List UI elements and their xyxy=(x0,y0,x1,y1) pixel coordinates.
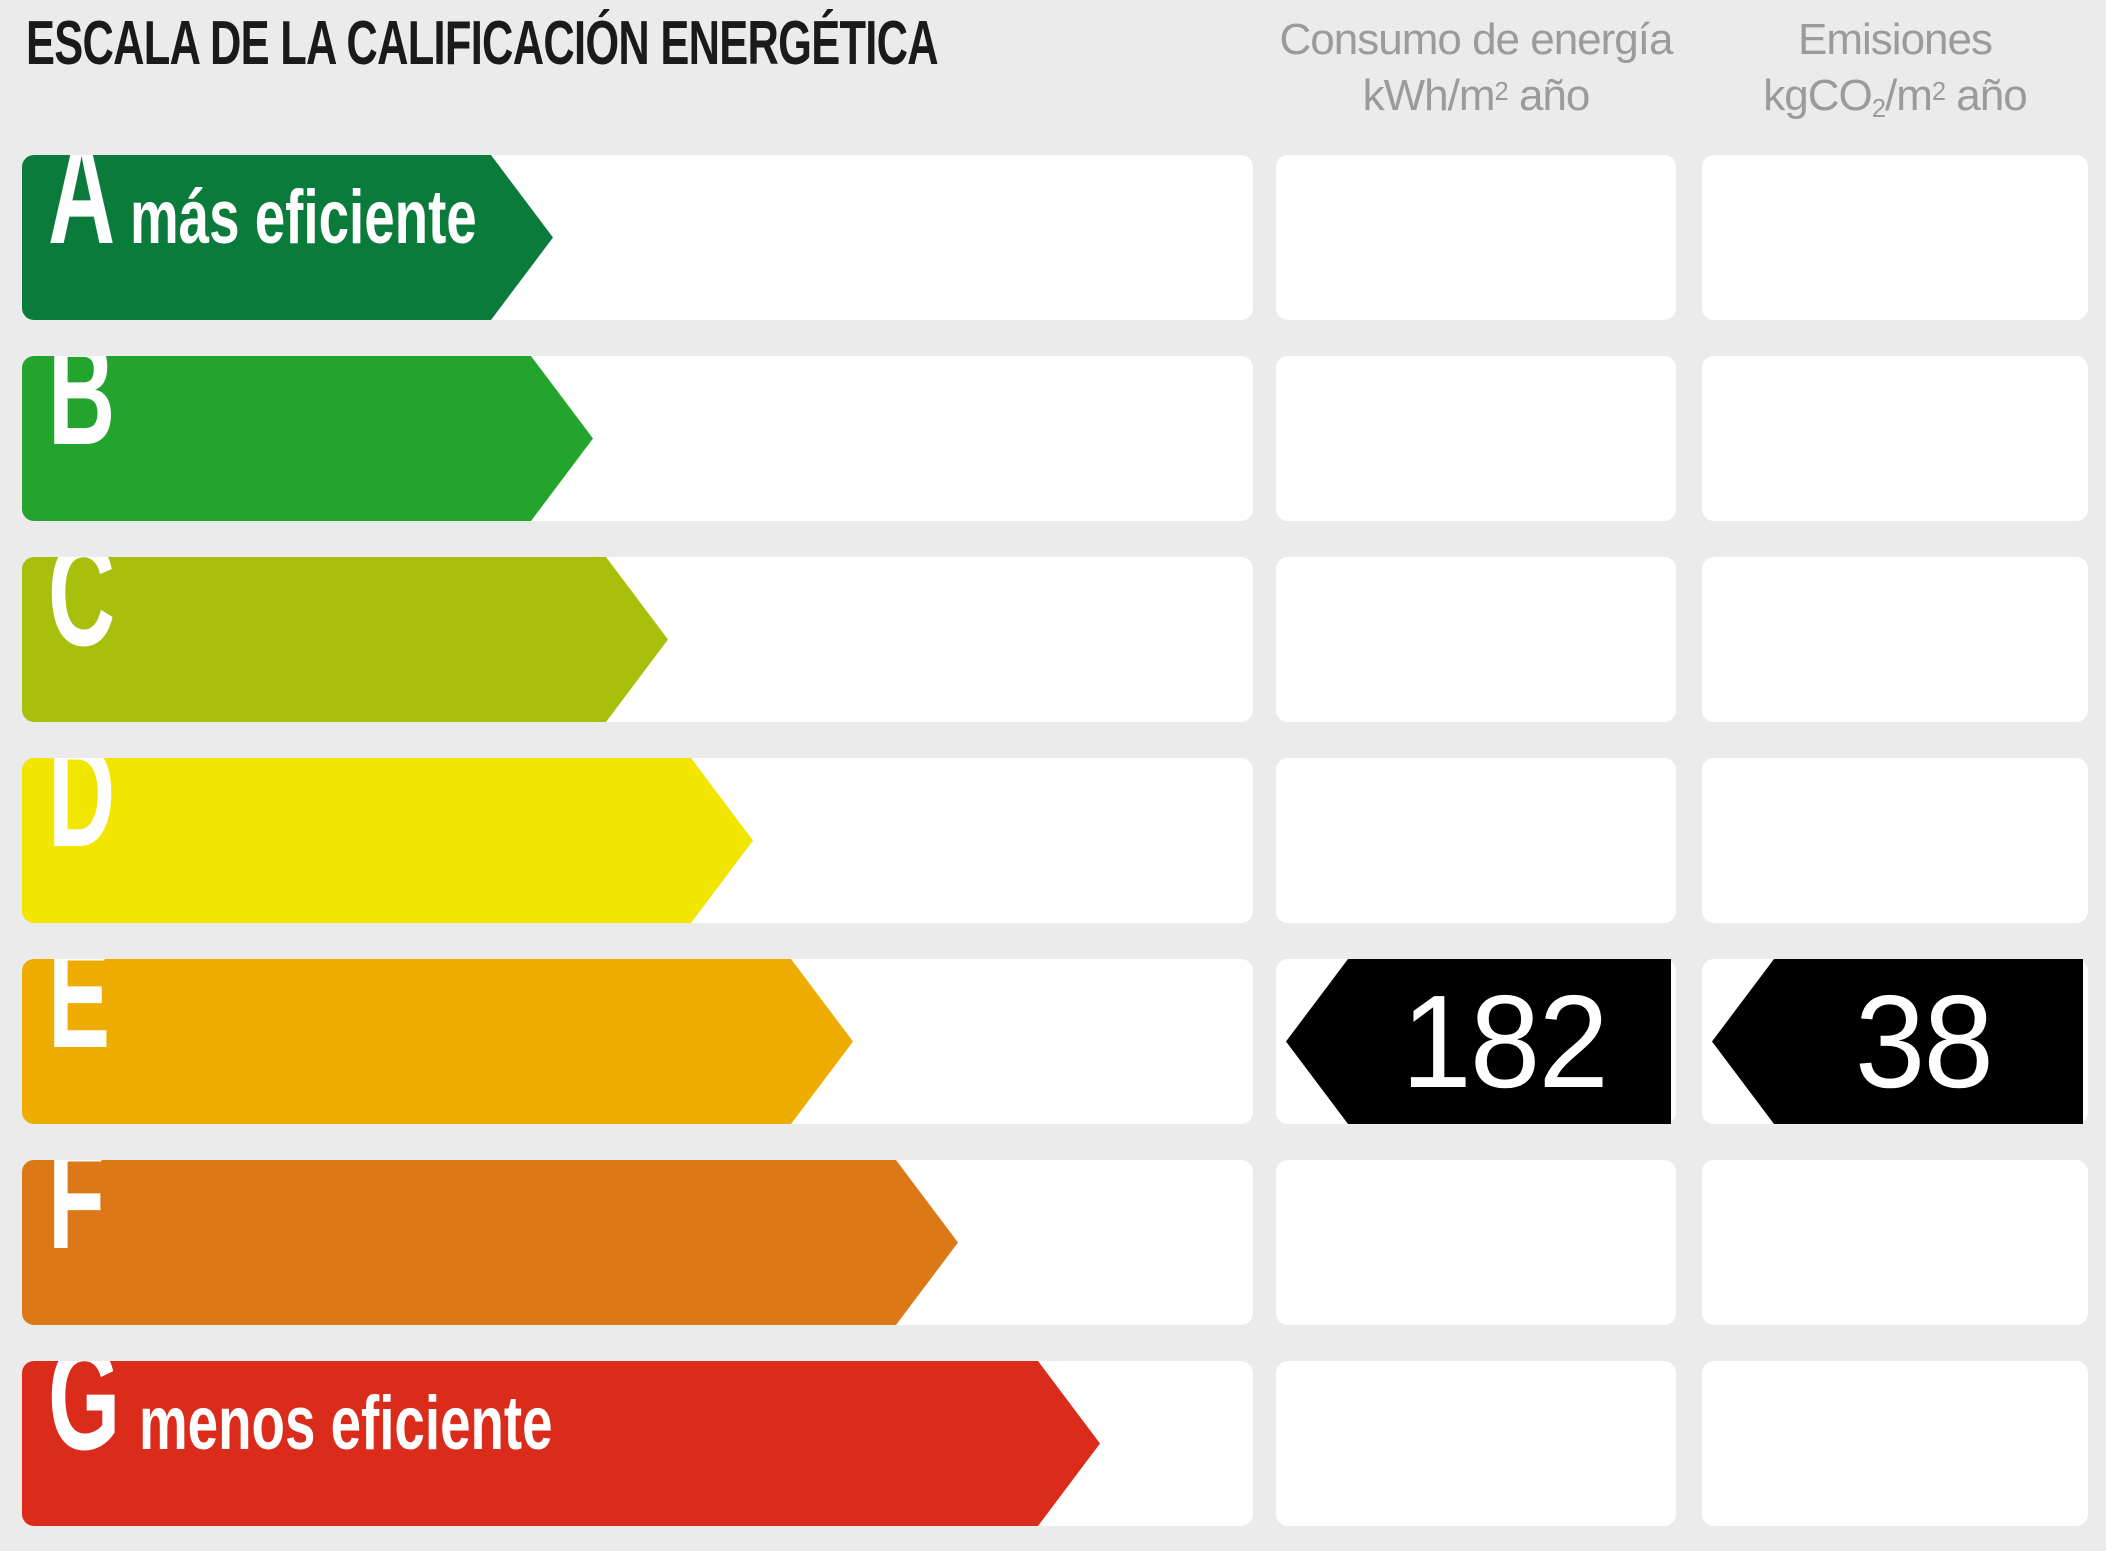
rating-bar-f: F xyxy=(22,1160,958,1325)
rating-letter-g: G xyxy=(48,1313,121,1481)
consumo-header-line1: Consumo de energía xyxy=(1279,15,1674,64)
rating-bar-d: D xyxy=(22,758,753,923)
consumo-cell-f xyxy=(1276,1160,1676,1325)
emisiones-header-unit: kgCO2/m2 año xyxy=(1763,71,2027,124)
consumo-value: 182 xyxy=(1401,968,1610,1115)
emisiones-cell-e: 38 xyxy=(1702,959,2088,1124)
rating-letter-c: C xyxy=(48,509,116,677)
emisiones-header-line1: Emisiones xyxy=(1798,15,1993,64)
rating-letter-b: B xyxy=(48,308,116,476)
rating-bar-b: B xyxy=(22,356,593,521)
emisiones-value-arrow: 38 xyxy=(1712,959,2083,1124)
rating-letter-f: F xyxy=(48,1112,105,1280)
rating-bar-label: B xyxy=(48,337,156,495)
superscript-2: 2 xyxy=(1931,78,1946,107)
consumo-value-arrow: 182 xyxy=(1286,959,1671,1124)
rating-letter-d: D xyxy=(48,710,116,878)
page-title: ESCALA DE LA CALIFICACIÓN ENERGÉTICA xyxy=(26,9,939,78)
consumo-cell-e: 182 xyxy=(1276,959,1676,1124)
rating-letter-a: A xyxy=(48,107,116,275)
consumo-cell-d xyxy=(1276,758,1676,923)
emisiones-column-header: Emisiones kgCO2/m2 año xyxy=(1665,12,2106,130)
emisiones-value: 38 xyxy=(1854,968,1994,1115)
consumo-cell-b xyxy=(1276,356,1676,521)
rating-bar-c: C xyxy=(22,557,668,722)
consumo-cell-c xyxy=(1276,557,1676,722)
rating-letter-e: E xyxy=(48,911,111,1079)
emisiones-cell-g xyxy=(1702,1361,2088,1526)
emisiones-cell-d xyxy=(1702,758,2088,923)
rating-row-b: B xyxy=(22,356,2106,521)
emisiones-cell-f xyxy=(1702,1160,2088,1325)
rating-bar-label: C xyxy=(48,538,156,696)
consumo-header-unit: kWh/m2 año xyxy=(1362,71,1591,120)
emisiones-cell-a xyxy=(1702,155,2088,320)
least-efficient-note: menos eficiente xyxy=(138,1381,553,1466)
rating-bar-label: F xyxy=(48,1141,140,1299)
subscript-2: 2 xyxy=(1871,95,1886,124)
consumo-column-header: Consumo de energía kWh/m2 año xyxy=(1246,12,1706,130)
superscript-2: 2 xyxy=(1494,78,1509,107)
rating-row-d: D xyxy=(22,758,2106,923)
emisiones-cell-c xyxy=(1702,557,2088,722)
rating-row-f: F xyxy=(22,1160,2106,1325)
rating-row-e: E 182 38 xyxy=(22,959,2106,1124)
rating-bar-label: D xyxy=(48,739,156,897)
consumo-cell-g xyxy=(1276,1361,1676,1526)
rating-bar-e: E xyxy=(22,959,853,1124)
rating-row-c: C xyxy=(22,557,2106,722)
consumo-cell-a xyxy=(1276,155,1676,320)
most-efficient-note: más eficiente xyxy=(130,175,478,260)
emisiones-cell-b xyxy=(1702,356,2088,521)
rating-bar-label: E xyxy=(48,940,148,1098)
